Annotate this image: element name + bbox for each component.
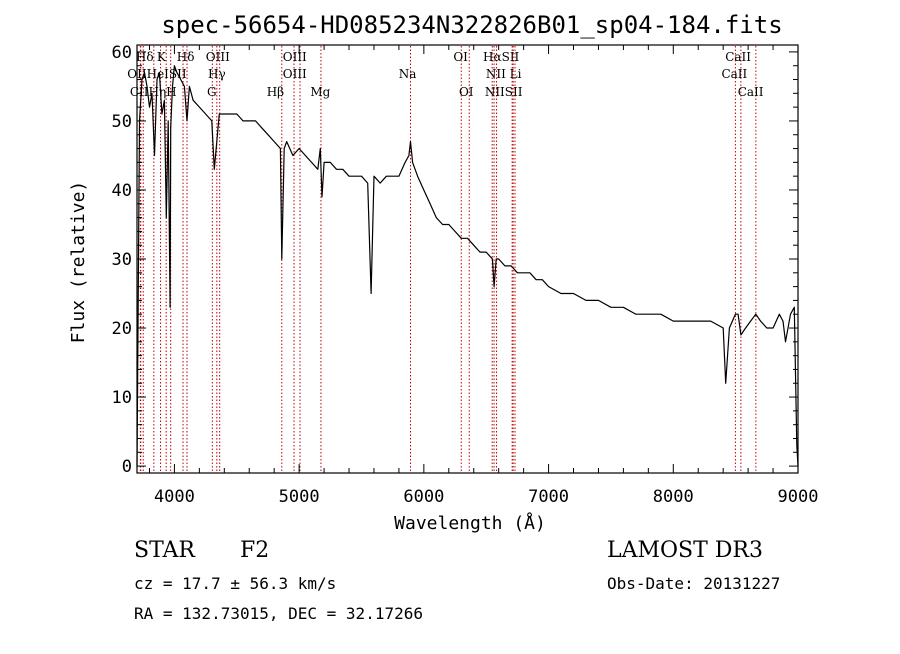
y-tick-label: 10: [112, 388, 132, 408]
redshift-readout: cz = 17.7 ± 56.3 km/s: [134, 574, 337, 593]
object-type: STAR: [134, 538, 195, 563]
survey-name: LAMOST DR3: [607, 538, 763, 563]
plot-frame: [136, 44, 799, 474]
line-label: Hδ: [136, 50, 154, 64]
line-label: HαSII: [483, 50, 520, 64]
line-label: OIII: [206, 50, 230, 64]
x-tick-label: 5000: [279, 487, 320, 507]
x-tick-label: 6000: [403, 487, 444, 507]
line-label: Hδ: [177, 50, 195, 64]
spectrum-trace: [136, 65, 799, 467]
line-label: CaII: [725, 50, 751, 64]
line-label: CaII: [721, 67, 747, 81]
line-label: Hγ: [208, 67, 226, 81]
y-tick-label: 20: [112, 319, 132, 339]
y-tick-label: 0: [122, 457, 132, 477]
line-label: NII Li: [486, 67, 522, 81]
line-label: OI: [453, 50, 468, 64]
y-tick-label: 60: [112, 43, 132, 63]
y-axis-label: Flux (relative): [68, 181, 89, 344]
x-tick-label: 7000: [528, 487, 569, 507]
x-axis-label: Wavelength (Å): [394, 512, 546, 534]
x-tick-label: 9000: [778, 487, 819, 507]
x-tick-label: 4000: [154, 487, 195, 507]
line-label: NIISII: [485, 85, 523, 99]
line-label: OIII: [283, 67, 307, 81]
y-tick-label: 40: [112, 181, 132, 201]
line-label: Mg: [310, 85, 330, 99]
line-label: CaII: [738, 85, 764, 99]
line-label: K: [157, 50, 167, 64]
y-tick-label: 50: [112, 112, 132, 132]
y-tick-label: 30: [112, 250, 132, 270]
spectral-subclass: F2: [240, 538, 270, 563]
line-label: G: [207, 85, 217, 99]
line-label: OIII: [283, 50, 307, 64]
line-label: OI: [459, 85, 474, 99]
line-label: CIIHηH: [130, 85, 177, 99]
line-label: Na: [399, 67, 417, 81]
line-label: OIIHeISII: [127, 67, 187, 81]
observation-date: Obs-Date: 20131227: [607, 574, 781, 593]
x-tick-label: 8000: [653, 487, 694, 507]
line-label: Hβ: [267, 85, 284, 99]
coordinates-readout: RA = 132.73015, DEC = 32.17266: [134, 604, 423, 623]
chart-title: spec-56654-HD085234N322826B01_sp04-184.f…: [161, 11, 782, 39]
